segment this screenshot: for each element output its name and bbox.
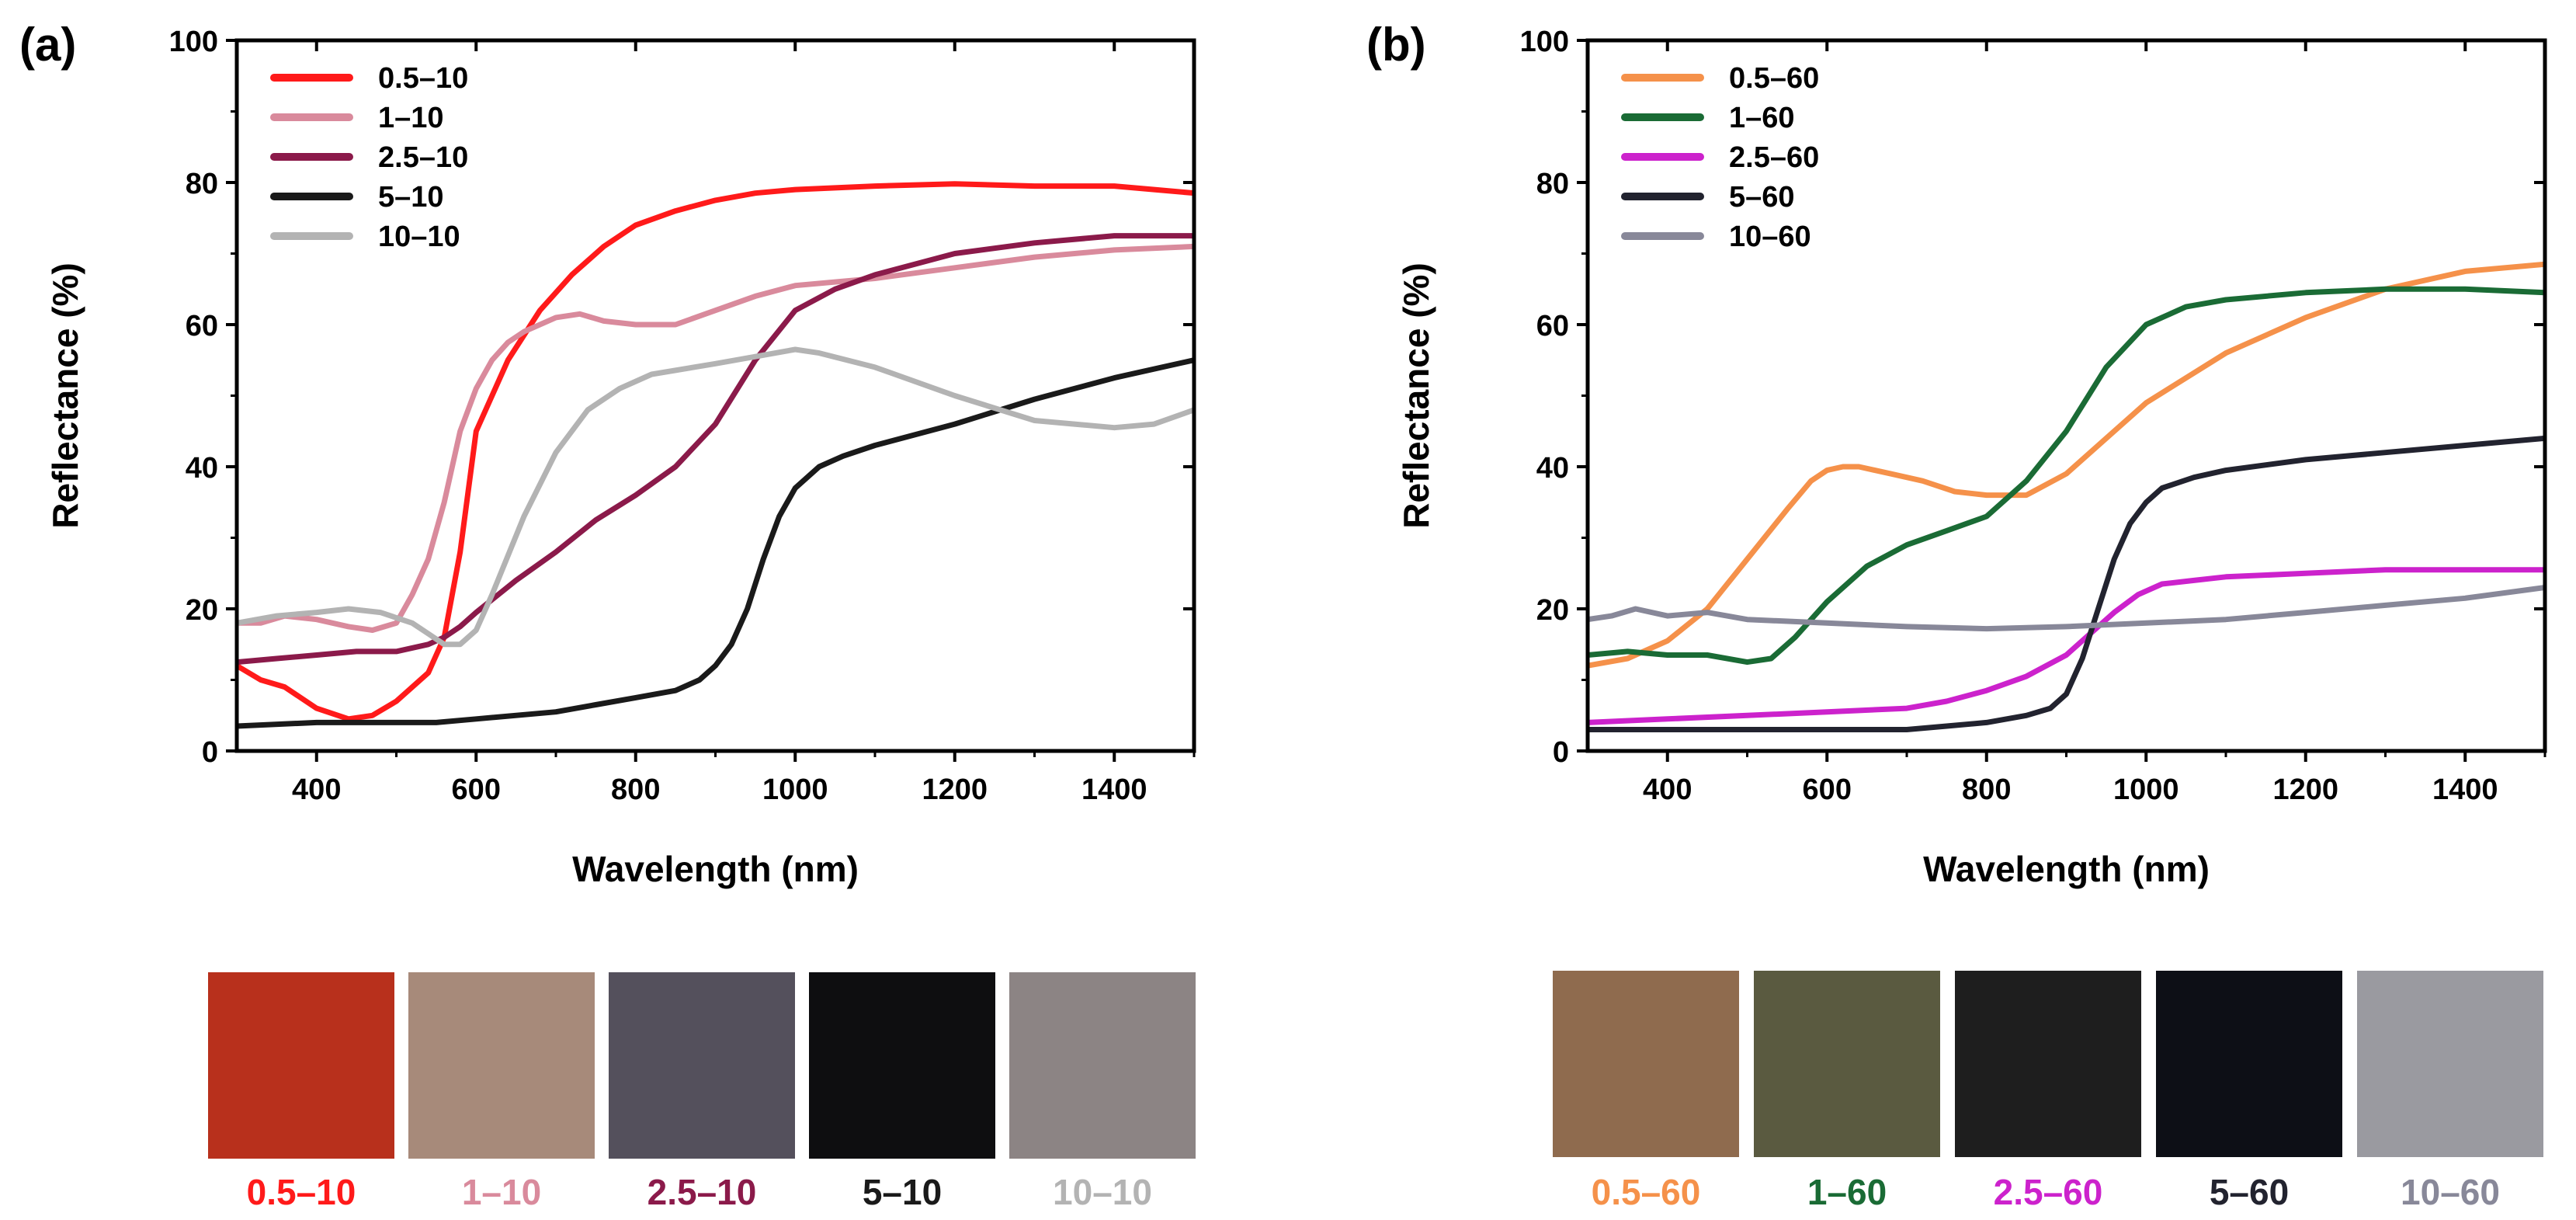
chart-panel-0: (a) 400 600 800 1000 1200 1400 0 20 40 60 80 100 Wave… <box>19 19 1196 1212</box>
sample-photo-1–60 <box>1754 971 1940 1157</box>
sample-label: 10–60 <box>2401 1172 2500 1212</box>
x-tick-label: 1400 <box>2432 773 2498 806</box>
x-tick-label: 800 <box>1962 773 2011 806</box>
x-tick-label: 600 <box>452 773 501 806</box>
series-line-2.5–60 <box>1588 567 2545 725</box>
sample-label: 0.5–10 <box>247 1172 356 1212</box>
sample-label: 5–10 <box>863 1172 942 1212</box>
legend-label: 1–60 <box>1729 102 1795 134</box>
sample-photos: 0.5–60 1–60 2.5–60 5–60 10–60 <box>1553 971 2543 1212</box>
y-tick-label: 100 <box>1520 26 1569 58</box>
series-line-1–60 <box>1588 286 2545 666</box>
sample-label: 5–60 <box>2210 1172 2289 1212</box>
sample-photo-0.5–10 <box>208 972 394 1159</box>
legend: 0.5–60 1–60 2.5–60 5–60 10–60 <box>1621 62 1819 253</box>
x-tick-label: 600 <box>1803 773 1852 806</box>
y-tick-label: 60 <box>1536 310 1569 342</box>
legend-label: 10–60 <box>1729 221 1811 253</box>
y-tick-label: 60 <box>186 310 218 342</box>
series-line-10–10 <box>237 346 1194 648</box>
legend: 0.5–10 1–10 2.5–10 5–10 10–10 <box>270 62 468 253</box>
series-group <box>1588 261 2545 732</box>
x-tick-label: 1000 <box>762 773 828 806</box>
sample-label: 1–60 <box>1807 1172 1887 1212</box>
panel-label: (b) <box>1366 19 1426 71</box>
y-tick-label: 80 <box>1536 168 1569 200</box>
x-tick-label: 1400 <box>1081 773 1147 806</box>
x-tick-label: 400 <box>292 773 341 806</box>
series-group <box>237 181 1194 729</box>
y-tick-label: 40 <box>1536 452 1569 485</box>
sample-photo-1–10 <box>408 972 595 1159</box>
sample-photo-10–10 <box>1009 972 1196 1159</box>
legend-label: 10–10 <box>378 221 460 253</box>
series-line-0.5–60 <box>1588 261 2545 669</box>
sample-label: 0.5–60 <box>1592 1172 1701 1212</box>
sample-photo-5–60 <box>2156 971 2342 1157</box>
sample-label: 1–10 <box>462 1172 541 1212</box>
legend-label: 5–10 <box>378 181 444 214</box>
y-tick-label: 0 <box>1553 736 1569 769</box>
legend-label: 0.5–60 <box>1729 62 1819 95</box>
y-tick-label: 40 <box>186 452 218 485</box>
series-line-1–10 <box>237 243 1194 633</box>
legend-label: 5–60 <box>1729 181 1795 214</box>
sample-photo-10–60 <box>2357 971 2543 1157</box>
sample-photos: 0.5–10 1–10 2.5–10 5–10 10–10 <box>208 972 1196 1212</box>
x-tick-label: 1200 <box>2272 773 2338 806</box>
series-line-2.5–10 <box>237 233 1194 666</box>
series-line-5–10 <box>237 357 1194 729</box>
y-tick-label: 80 <box>186 168 218 200</box>
sample-label: 2.5–60 <box>1994 1172 2103 1212</box>
sample-photo-5–10 <box>809 972 995 1159</box>
x-axis-title: Wavelength (nm) <box>572 849 859 889</box>
panel-label: (a) <box>19 19 76 71</box>
sample-label: 2.5–10 <box>647 1172 757 1212</box>
sample-photo-2.5–60 <box>1955 971 2141 1157</box>
legend-label: 2.5–60 <box>1729 141 1819 174</box>
x-tick-label: 400 <box>1643 773 1692 806</box>
legend-label: 2.5–10 <box>378 141 468 174</box>
y-axis-title: Reflectance (%) <box>45 262 85 529</box>
y-axis-title: Reflectance (%) <box>1396 262 1436 529</box>
legend-label: 0.5–10 <box>378 62 468 95</box>
x-axis-title: Wavelength (nm) <box>1923 849 2210 889</box>
series-line-10–60 <box>1588 585 2545 632</box>
sample-label: 10–10 <box>1053 1172 1152 1212</box>
y-tick-label: 100 <box>169 26 218 58</box>
y-tick-label: 0 <box>202 736 218 769</box>
x-tick-label: 1200 <box>922 773 988 806</box>
series-line-5–60 <box>1588 435 2545 732</box>
y-tick-label: 20 <box>1536 594 1569 627</box>
sample-photo-2.5–10 <box>609 972 795 1159</box>
x-tick-label: 1000 <box>2113 773 2179 806</box>
y-tick-label: 20 <box>186 594 218 627</box>
x-tick-label: 800 <box>611 773 660 806</box>
legend-label: 1–10 <box>378 102 444 134</box>
chart-panel-1: (b) 400 600 800 1000 1200 1400 0 20 40 60 80 100 Wave… <box>1366 19 2547 1212</box>
sample-photo-0.5–60 <box>1553 971 1739 1157</box>
series-line-0.5–10 <box>237 181 1194 722</box>
